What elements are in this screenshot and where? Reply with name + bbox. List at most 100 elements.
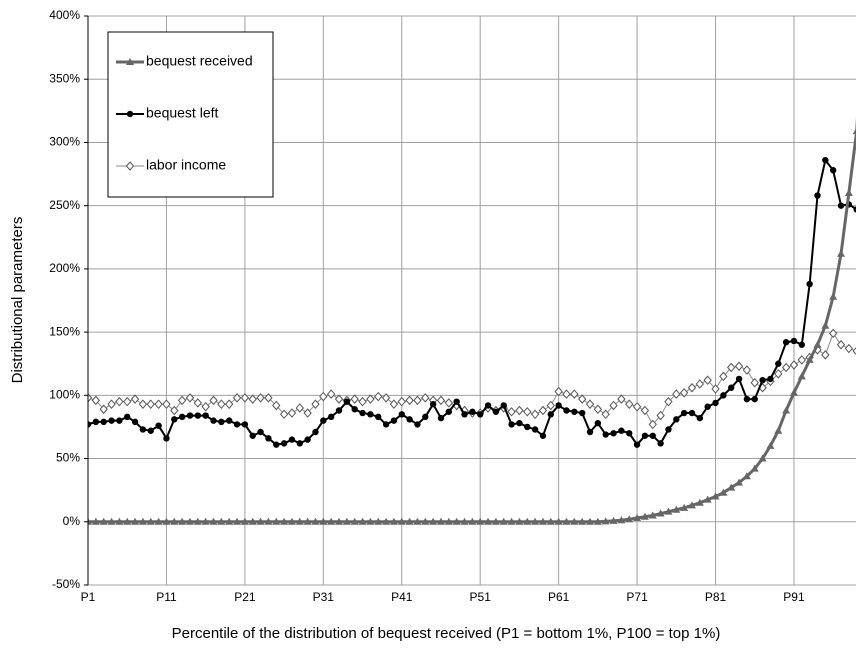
marker [146, 517, 155, 525]
marker [711, 492, 720, 500]
marker [680, 409, 688, 417]
marker [696, 414, 704, 422]
marker [171, 416, 178, 423]
marker [91, 517, 100, 525]
marker [100, 418, 107, 426]
marker [99, 517, 108, 525]
marker [476, 517, 485, 525]
marker [444, 398, 453, 408]
marker [500, 402, 507, 409]
marker [201, 401, 210, 412]
marker [335, 407, 343, 414]
marker [170, 405, 179, 416]
y-tick-label: 350% [49, 71, 80, 85]
marker [264, 517, 273, 525]
marker [626, 430, 633, 437]
marker [554, 517, 563, 525]
marker [728, 384, 735, 391]
marker [687, 382, 697, 393]
marker [789, 360, 799, 370]
marker [138, 517, 147, 525]
marker [170, 517, 179, 525]
marker [452, 517, 461, 525]
marker [154, 399, 163, 409]
marker [272, 517, 281, 525]
legend-label: labor income [146, 157, 226, 173]
marker [524, 423, 531, 431]
marker [88, 393, 93, 403]
marker [625, 399, 634, 409]
marker [146, 399, 155, 409]
marker [712, 399, 719, 407]
marker [664, 396, 673, 407]
marker [225, 517, 234, 525]
marker [350, 394, 359, 404]
marker [767, 375, 774, 383]
y-axis-title: Distributional parameters [9, 217, 26, 384]
marker [107, 399, 116, 409]
marker [398, 411, 405, 418]
marker [720, 392, 727, 399]
marker [460, 517, 469, 525]
series-line [88, 116, 856, 524]
y-tick-label: 300% [49, 135, 80, 149]
x-tick-label: P91 [783, 590, 805, 604]
marker [421, 393, 430, 403]
marker [601, 517, 610, 525]
y-tick-label: -50% [52, 577, 80, 591]
marker [492, 408, 500, 415]
marker [625, 515, 634, 523]
marker [350, 517, 359, 525]
marker [115, 517, 124, 525]
marker [436, 395, 446, 406]
marker [727, 362, 736, 373]
marker [185, 517, 194, 525]
marker [640, 405, 650, 416]
marker [225, 399, 234, 409]
marker [468, 517, 477, 525]
y-tick-label: 400% [49, 8, 80, 22]
marker [429, 400, 437, 408]
marker [256, 393, 265, 403]
marker [280, 517, 289, 525]
marker [750, 464, 759, 472]
marker [91, 395, 101, 406]
marker [335, 517, 344, 525]
marker [578, 409, 586, 417]
marker [539, 432, 547, 439]
legend-label: bequest left [146, 105, 218, 121]
marker [209, 395, 218, 406]
marker [538, 405, 548, 416]
marker [852, 128, 856, 135]
marker [155, 422, 162, 429]
marker [530, 409, 540, 420]
marker [429, 517, 438, 525]
marker [233, 517, 242, 525]
marker [515, 405, 524, 416]
marker [453, 398, 460, 405]
marker [202, 412, 209, 419]
marker [837, 249, 846, 257]
marker [523, 407, 532, 417]
marker [797, 355, 806, 365]
marker [240, 393, 250, 403]
marker [790, 337, 798, 345]
marker [389, 517, 398, 525]
marker [742, 365, 752, 375]
marker [130, 394, 140, 404]
marker [193, 398, 202, 408]
marker [789, 388, 798, 396]
marker [99, 404, 108, 415]
marker [657, 440, 664, 447]
marker [507, 517, 516, 525]
marker [695, 379, 704, 389]
marker [774, 369, 783, 379]
marker [554, 386, 563, 397]
marker [782, 406, 791, 414]
marker [264, 393, 273, 403]
marker [727, 483, 736, 491]
marker [139, 426, 147, 433]
marker [641, 432, 649, 439]
marker [422, 413, 429, 421]
marker [210, 417, 217, 424]
